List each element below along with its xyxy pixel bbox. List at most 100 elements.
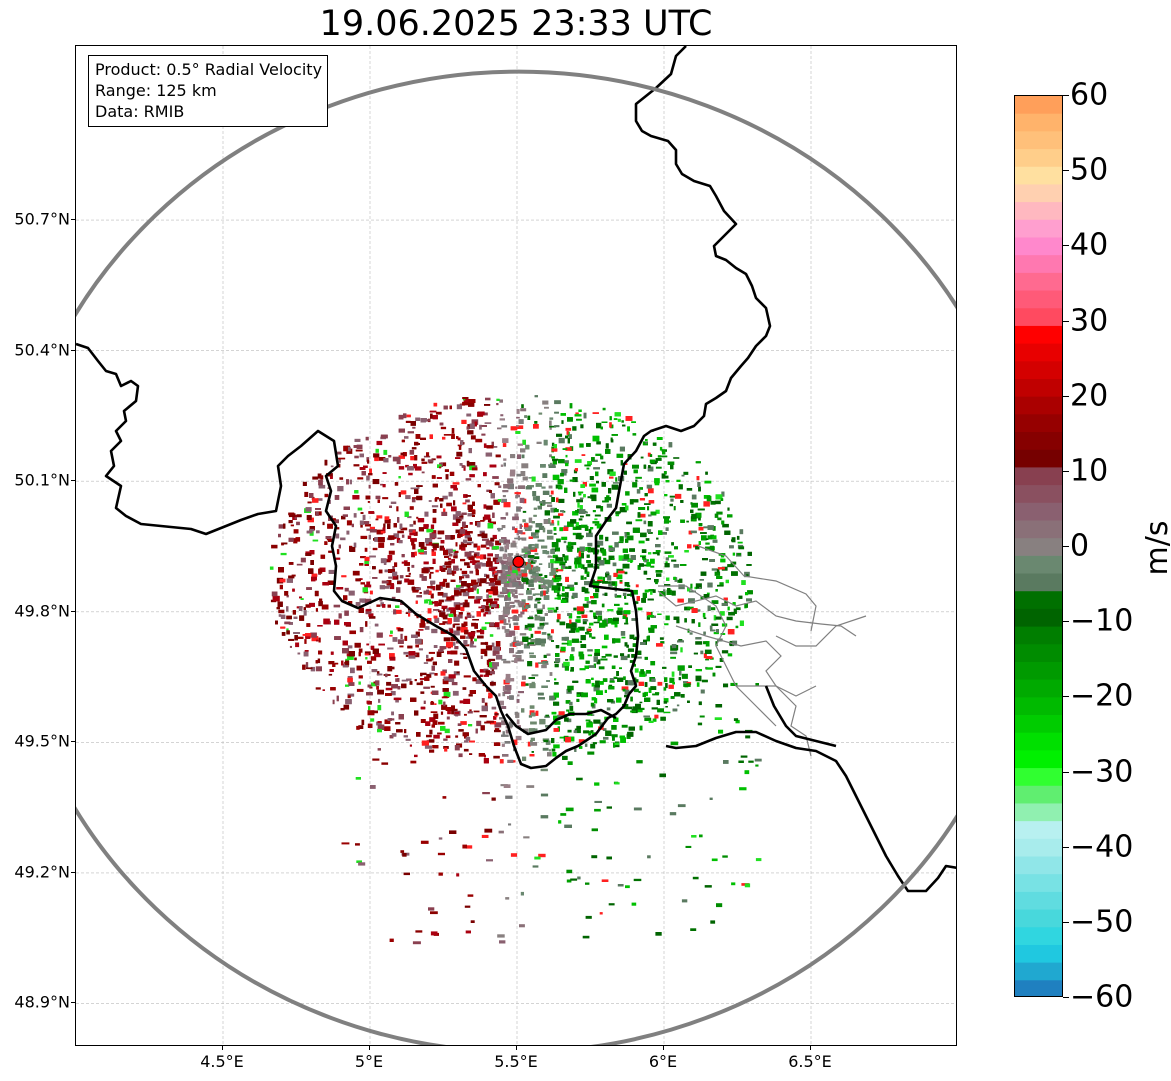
radar-echo-cell (591, 636, 596, 639)
radar-echo-cell (678, 584, 685, 590)
radar-echo-cell (404, 729, 407, 734)
radar-echo-cell (386, 559, 391, 563)
radar-echo-cell (625, 491, 630, 496)
radar-echo-cell (572, 511, 579, 516)
radar-echo-cell (584, 571, 590, 574)
radar-echo-cell (528, 677, 535, 679)
radar-echo-cell (518, 601, 525, 608)
radar-echo-cell (479, 424, 482, 430)
radar-echo-cell (505, 677, 511, 683)
radar-echo-cell (554, 678, 557, 681)
radar-echo-cell (487, 553, 493, 557)
radar-echo-cell (552, 474, 560, 481)
radar-echo-cell (594, 581, 600, 585)
radar-echo-cell (705, 658, 710, 661)
radar-echo-cell (343, 595, 348, 601)
radar-echo-cell (410, 487, 418, 490)
radar-echo-cell (429, 434, 433, 439)
radar-echo-cell (562, 554, 565, 558)
radar-echo-cell (456, 584, 463, 588)
radar-echo-cell (592, 521, 600, 524)
radar-echo-cell (514, 537, 520, 540)
radar-echo-cell (587, 649, 593, 652)
radar-echo-cell (570, 667, 574, 671)
radar-echo-cell (643, 520, 647, 525)
radar-echo-cell (650, 558, 655, 564)
radar-echo-cell (516, 416, 520, 419)
radar-echo-cell (655, 509, 660, 514)
radar-echo-cell (415, 600, 418, 604)
radar-echo-cell (721, 491, 725, 497)
radar-echo-cell (341, 515, 346, 520)
radar-echo-cell (483, 557, 487, 560)
radar-echo-cell (632, 527, 640, 533)
radar-echo-cell (414, 679, 417, 682)
radar-echo-cell (518, 537, 523, 540)
radar-echo-cell (400, 490, 407, 495)
radar-echo-cell (622, 558, 629, 561)
radar-echo-cell (411, 498, 416, 503)
radar-echo-cell (434, 498, 438, 502)
radar-echo-cell (311, 573, 318, 577)
radar-echo-cell (350, 667, 355, 674)
radar-echo-cell (509, 648, 514, 654)
radar-echo-cell (497, 700, 504, 706)
radar-echo-cell (495, 540, 502, 546)
radar-echo-cell (663, 475, 669, 479)
radar-echo-cell (488, 567, 496, 571)
radar-echo-cell (668, 555, 674, 558)
radar-echo-cell (428, 538, 433, 544)
radar-echo-cell (501, 720, 508, 726)
radar-echo-cell (417, 518, 425, 523)
radar-echo-cell (619, 735, 625, 739)
radar-echo-cell (462, 591, 470, 597)
radar-echo-cell (460, 541, 465, 545)
radar-echo-cell (351, 523, 354, 528)
radar-echo-cell (608, 581, 613, 587)
radar-echo-cell (402, 452, 407, 457)
radar-echo-cell (706, 495, 712, 502)
radar-echo-cell (401, 561, 405, 564)
radar-echo-cell (515, 655, 522, 660)
radar-echo-cell (563, 527, 569, 531)
radar-echo-cell (491, 446, 498, 448)
radar-echo-cell (644, 673, 647, 677)
radar-echo-cell (322, 521, 325, 526)
radar-echo-cell (699, 587, 702, 589)
radar-echo-cell (383, 523, 386, 528)
radar-echo-cell (555, 653, 560, 657)
radar-echo-cell (599, 681, 604, 685)
radar-echo-cell (650, 565, 655, 568)
radar-echo-cell (462, 521, 466, 527)
radar-echo-cell (465, 636, 472, 639)
radar-echo-cell (519, 554, 524, 557)
radar-echo-cell (439, 646, 445, 650)
radar-echo-cell (717, 517, 722, 521)
radar-echo-cell (369, 468, 372, 473)
radar-echo-cell (567, 521, 574, 527)
radar-echo-cell (397, 530, 404, 534)
radar-echo-cell (425, 542, 433, 546)
radar-echo-cell (377, 724, 385, 730)
radar-map[interactable] (75, 45, 957, 1046)
radar-echo-cell (462, 576, 465, 579)
radar-echo-cell (356, 444, 363, 449)
radar-echo-cell (342, 514, 348, 517)
radar-echo-cell (403, 735, 408, 738)
radar-echo-cell (517, 694, 520, 697)
radar-echo-cell (332, 663, 336, 667)
radar-echo-cell (590, 743, 596, 749)
radar-echo-cell (434, 617, 440, 623)
radar-echo-cell (704, 480, 712, 484)
radar-echo-cell (407, 516, 412, 519)
radar-echo-cell (709, 559, 715, 562)
radar-echo-cell (476, 545, 481, 551)
radar-echo-cell (474, 638, 477, 642)
radar-echo-cell (562, 471, 567, 476)
radar-echo-cell (594, 514, 601, 517)
radar-echo-cell (480, 554, 484, 560)
radar-echo-cell (716, 511, 723, 515)
radar-echo-cell (668, 684, 674, 689)
radar-echo-cell (463, 399, 470, 403)
radar-echo-cell (672, 708, 678, 712)
